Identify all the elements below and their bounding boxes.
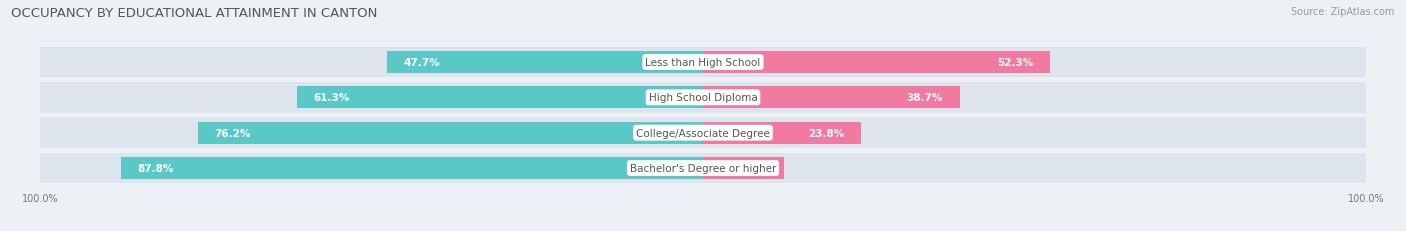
Bar — [41, 83, 703, 113]
Bar — [41, 47, 703, 78]
Text: Bachelor's Degree or higher: Bachelor's Degree or higher — [630, 163, 776, 173]
Text: Source: ZipAtlas.com: Source: ZipAtlas.com — [1291, 7, 1395, 17]
Bar — [387, 52, 703, 74]
Bar — [703, 87, 959, 109]
Bar — [703, 153, 1365, 184]
Text: 38.7%: 38.7% — [907, 93, 943, 103]
Bar — [41, 118, 703, 148]
Bar — [198, 122, 703, 144]
Text: 76.2%: 76.2% — [215, 128, 250, 138]
Text: 47.7%: 47.7% — [404, 58, 440, 68]
Bar — [703, 122, 860, 144]
Text: OCCUPANCY BY EDUCATIONAL ATTAINMENT IN CANTON: OCCUPANCY BY EDUCATIONAL ATTAINMENT IN C… — [11, 7, 378, 20]
Text: College/Associate Degree: College/Associate Degree — [636, 128, 770, 138]
Text: 61.3%: 61.3% — [314, 93, 350, 103]
Bar — [703, 83, 1365, 113]
Bar — [703, 157, 785, 179]
Bar — [703, 52, 1050, 74]
Bar — [41, 153, 703, 184]
Text: 52.3%: 52.3% — [997, 58, 1033, 68]
Text: Less than High School: Less than High School — [645, 58, 761, 68]
Bar — [703, 47, 1365, 78]
Text: 12.2%: 12.2% — [731, 163, 768, 173]
Text: 87.8%: 87.8% — [138, 163, 174, 173]
Bar — [121, 157, 703, 179]
Text: 23.8%: 23.8% — [808, 128, 844, 138]
Bar — [297, 87, 703, 109]
Bar — [703, 118, 1365, 148]
Text: High School Diploma: High School Diploma — [648, 93, 758, 103]
